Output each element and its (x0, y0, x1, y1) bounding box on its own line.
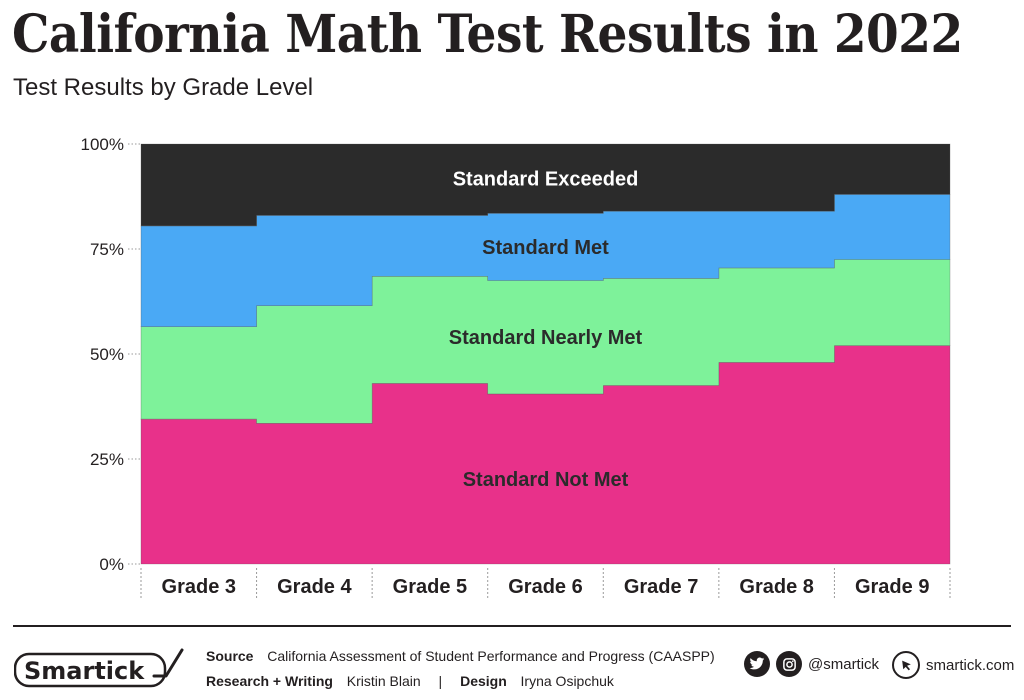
source-text: California Assessment of Student Perform… (267, 648, 715, 664)
area-standard-exceeded (140, 143, 951, 227)
chart-subtitle: Test Results by Grade Level (13, 74, 314, 101)
x-tick-label: Grade 3 (162, 576, 236, 598)
x-tick-label: Grade 5 (393, 576, 467, 598)
logo-text: Smartick (24, 657, 145, 685)
chart-title: California Math Test Results in 2022 (12, 4, 963, 66)
series-label-standard-met: Standard Met (482, 237, 609, 259)
twitter-icon[interactable] (744, 651, 770, 677)
credits-line: Research + Writing Kristin Blain | Desig… (206, 673, 614, 689)
cursor-icon (892, 651, 920, 679)
y-axis: 0% 25% 50% 75% 100% (81, 135, 140, 574)
credits-divider: | (438, 673, 443, 689)
x-tick-label: Grade 9 (855, 576, 929, 598)
x-tick-label: Grade 4 (277, 576, 352, 598)
x-tick-label: Grade 7 (624, 576, 698, 598)
social-handle[interactable]: @smartick (808, 655, 880, 673)
series-label-standard-exceeded: Standard Exceeded (453, 169, 639, 191)
smartick-logo[interactable]: Smartick (14, 646, 186, 690)
y-tick-label: 75% (90, 240, 124, 259)
y-tick-label: 0% (99, 555, 124, 574)
footer-divider (13, 625, 1011, 627)
design-name: Iryna Osipchuk (520, 673, 614, 689)
research-label: Research + Writing (206, 673, 333, 689)
design-label: Design (460, 673, 507, 689)
series-label-standard-not-met: Standard Not Met (463, 469, 629, 491)
source-label: Source (206, 648, 254, 664)
website-text[interactable]: smartick.com (926, 656, 1015, 674)
y-tick-label: 25% (90, 450, 124, 469)
x-axis: Grade 3 Grade 4 Grade 5 Grade 6 Grade 7 Grade… (140, 568, 951, 600)
y-tick-label: 50% (90, 345, 124, 364)
series-label-standard-nearly-met: Standard Nearly Met (449, 327, 643, 349)
series-labels: Standard Not Met Standard Nearly Met Stand… (449, 169, 643, 491)
instagram-icon[interactable] (776, 651, 802, 677)
stacked-area-chart: 0%25%50%75%100% Grade 3 Grade 4 Grade 5 Gra… (81, 135, 951, 600)
source-line: Source California Assessment of Student … (206, 648, 715, 664)
area-layers (140, 143, 951, 565)
y-tick-label: 100% (81, 135, 124, 154)
social-links: @smartick (744, 651, 879, 677)
website-link[interactable]: smartick.com (892, 651, 1014, 679)
x-tick-label: Grade 8 (739, 576, 813, 598)
research-name: Kristin Blain (346, 673, 421, 689)
x-tick-label: Grade 6 (508, 576, 582, 598)
